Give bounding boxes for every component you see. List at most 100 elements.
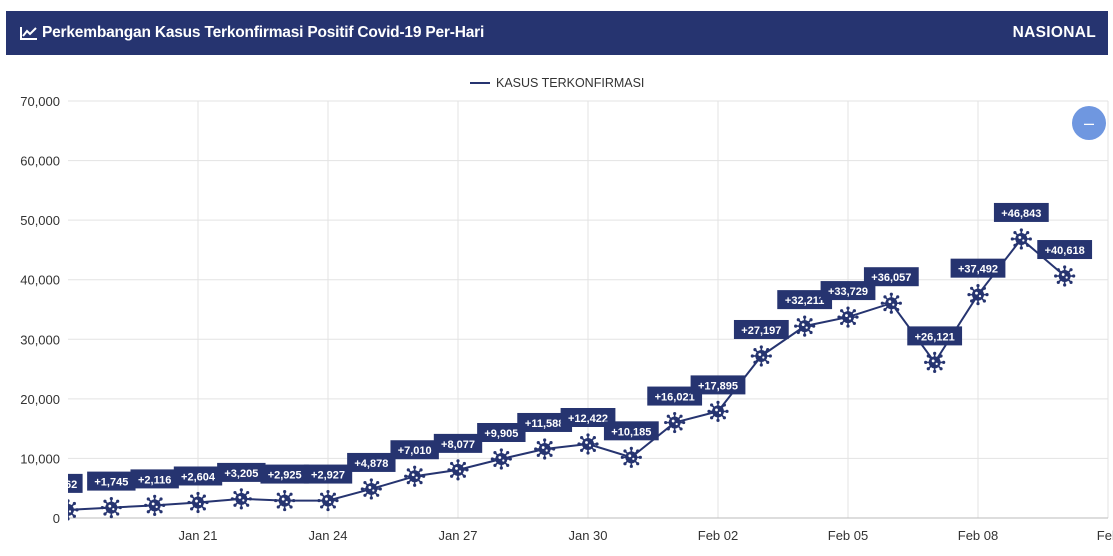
virus-icon	[880, 292, 902, 314]
virus-body	[755, 349, 768, 362]
series-group: 362 +1,745 +2,116 +2,604 +3,205 +2,925 +2,927 +…	[60, 202, 1093, 521]
virus-dot	[411, 473, 415, 477]
virus-spike-tip	[276, 492, 280, 496]
virus-icon	[360, 478, 382, 500]
virus-spike-tip	[536, 453, 540, 457]
data-label-text: +40,618	[1045, 245, 1085, 257]
virus-spike-tip	[852, 309, 856, 313]
y-tick-label: 30,000	[20, 332, 60, 347]
data-label-text: +10,185	[611, 426, 651, 438]
data-label: +36,057	[863, 267, 919, 287]
data-label-text: +2,604	[181, 471, 216, 483]
virus-spike-tip	[413, 465, 417, 469]
virus-spike-tip	[283, 489, 287, 494]
data-label-text: +3,205	[224, 468, 258, 480]
virus-dot	[975, 291, 978, 295]
scope-label: NASIONAL	[1012, 24, 1096, 41]
virus-spike-tip	[332, 505, 336, 509]
virus-spike-tip	[924, 360, 928, 364]
virus-spike-tip	[896, 295, 900, 299]
virus-spike-tip	[292, 498, 296, 503]
page-title: Perkembangan Kasus Terkonfirmasi Positif…	[42, 24, 485, 41]
virus-dot	[762, 356, 765, 359]
virus-spike-tip	[883, 295, 887, 299]
virus-spike-tip	[592, 436, 596, 440]
virus-spike-tip	[1026, 230, 1030, 235]
virus-body	[538, 442, 551, 455]
virus-body	[885, 297, 898, 310]
virus-spike-tip	[493, 463, 497, 467]
data-label: +3,205	[217, 462, 266, 482]
data-label: +17,895	[690, 375, 746, 395]
data-label: +32,211	[777, 290, 833, 310]
virus-spike-tip	[462, 474, 466, 478]
virus-icon	[664, 411, 686, 434]
virus-spike-tip	[796, 330, 800, 335]
virus-spike-tip	[889, 292, 893, 296]
virus-dot	[368, 486, 372, 489]
virus-dot	[888, 300, 892, 304]
virus-dot	[65, 507, 68, 510]
data-label-text: +17,895	[698, 380, 738, 392]
data-label-text: +36,057	[871, 272, 911, 284]
x-tick-label: Jan 24	[308, 528, 347, 543]
virus-spike-tip	[233, 490, 237, 495]
data-label-text: +4,878	[354, 458, 388, 470]
virus-spike-tip	[809, 318, 813, 322]
virus-icon	[1010, 228, 1032, 250]
data-label-text: +2,116	[138, 474, 171, 486]
virus-spike-tip	[852, 321, 856, 326]
virus-icon	[794, 315, 816, 337]
virus-dot	[195, 499, 198, 503]
virus-spike-tip	[1013, 243, 1017, 247]
virus-body	[1058, 270, 1071, 283]
virus-spike-tip	[276, 505, 280, 509]
virus-spike-tip	[629, 446, 633, 450]
data-label-bg	[433, 433, 483, 453]
virus-spike-tip	[190, 494, 194, 498]
virus-spike-tip	[933, 369, 937, 373]
data-label-bg	[647, 386, 703, 406]
data-label-text: +46,843	[1001, 208, 1041, 220]
data-label: +10,185	[603, 421, 659, 441]
virus-spike-tip	[970, 299, 974, 303]
virus-spike-tip	[985, 293, 989, 297]
data-label-bg	[87, 471, 136, 491]
data-label-bg	[130, 469, 179, 489]
virus-spike-tip	[880, 301, 884, 305]
virus-spike-tip	[60, 502, 63, 505]
data-label-bg	[390, 440, 439, 460]
virus-spike-tip	[883, 307, 887, 312]
data-label: +46,843	[993, 202, 1049, 222]
virus-spike-tip	[144, 503, 148, 507]
virus-spike-tip	[716, 418, 720, 422]
virus-spike-tip	[750, 354, 754, 358]
virus-spike-tip	[967, 293, 971, 297]
virus-spike-tip	[933, 351, 937, 355]
virus-spike-tip	[710, 416, 714, 420]
virus-dot	[801, 323, 805, 327]
virus-spike-tip	[580, 448, 584, 452]
virus-spike-tip	[840, 321, 844, 326]
virus-spike-tip	[1056, 268, 1060, 272]
virus-spike-tip	[233, 503, 237, 507]
virus-spike-tip	[462, 461, 466, 466]
virus-spike-tip	[363, 493, 367, 497]
virus-spike-tip	[159, 510, 163, 514]
data-label: +9,905	[477, 422, 526, 442]
virus-dot	[1018, 236, 1022, 239]
data-label-bg	[260, 464, 309, 484]
data-label: +2,925	[260, 464, 309, 484]
x-tick-label: Feb 08	[958, 528, 998, 543]
data-label-bg	[777, 290, 833, 310]
zoom-out-button[interactable]: –	[1072, 106, 1106, 140]
virus-dot	[281, 497, 285, 501]
virus-spike-tip	[620, 455, 624, 459]
virus-spike-tip	[320, 492, 324, 496]
virus-spike-tip	[230, 497, 234, 501]
virus-icon	[967, 284, 989, 306]
virus-spike-tip	[753, 348, 757, 352]
data-label-bg	[517, 412, 573, 432]
virus-dot	[978, 295, 982, 298]
